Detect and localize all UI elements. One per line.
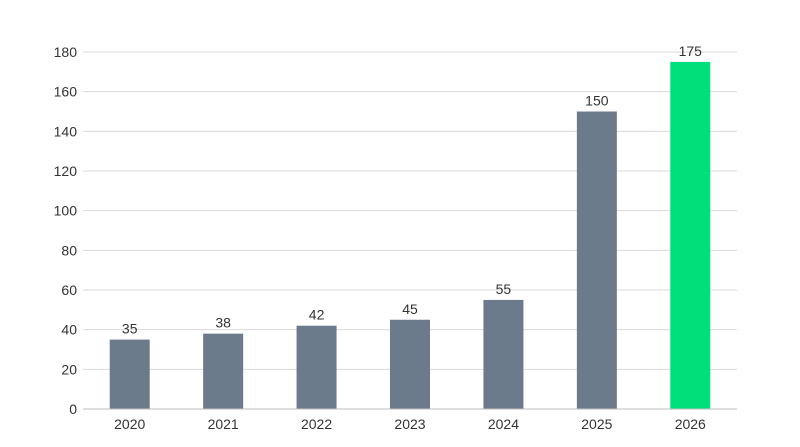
bar-2021 — [203, 333, 244, 409]
data-label-2022: 42 — [309, 307, 325, 323]
y-tick-label: 20 — [61, 361, 77, 377]
data-label-2023: 45 — [402, 301, 418, 317]
y-tick-label: 120 — [54, 163, 78, 179]
x-tick-label-2024: 2024 — [488, 416, 519, 432]
bar-2020 — [109, 339, 150, 409]
bar-2025 — [576, 111, 617, 409]
gridlines — [83, 51, 737, 370]
x-tick-label-2026: 2026 — [675, 416, 706, 432]
y-tick-label: 140 — [54, 123, 78, 139]
data-label-2024: 55 — [496, 281, 512, 297]
x-tick-label-2022: 2022 — [301, 416, 332, 432]
y-tick-label: 0 — [69, 401, 77, 417]
bar-2022 — [296, 325, 337, 409]
y-tick-label: 100 — [54, 203, 78, 219]
data-label-2026: 175 — [679, 43, 703, 59]
y-tick-label: 80 — [61, 242, 77, 258]
bar-2024 — [483, 299, 524, 409]
x-tick-label-2021: 2021 — [208, 416, 239, 432]
x-tick-label-2023: 2023 — [394, 416, 425, 432]
data-label-2020: 35 — [122, 321, 138, 337]
y-axis-ticks: 0 20 40 60 80 100 120 140 160 180 — [54, 44, 78, 417]
y-tick-label: 40 — [61, 322, 77, 338]
y-tick-label: 180 — [54, 44, 78, 60]
data-label-2021: 38 — [215, 315, 231, 331]
x-tick-label-2020: 2020 — [114, 416, 145, 432]
data-label-2025: 150 — [585, 93, 609, 109]
data-labels: 35 38 42 45 55 150 175 — [122, 43, 702, 337]
x-axis-ticks: 2020 2021 2022 2023 2024 2025 2026 — [114, 416, 706, 432]
bar-2023 — [390, 319, 430, 409]
y-tick-label: 60 — [61, 282, 77, 298]
x-tick-label-2025: 2025 — [581, 416, 612, 432]
y-tick-label: 160 — [54, 84, 78, 100]
bars — [109, 61, 711, 410]
bar-2026 — [670, 61, 711, 410]
